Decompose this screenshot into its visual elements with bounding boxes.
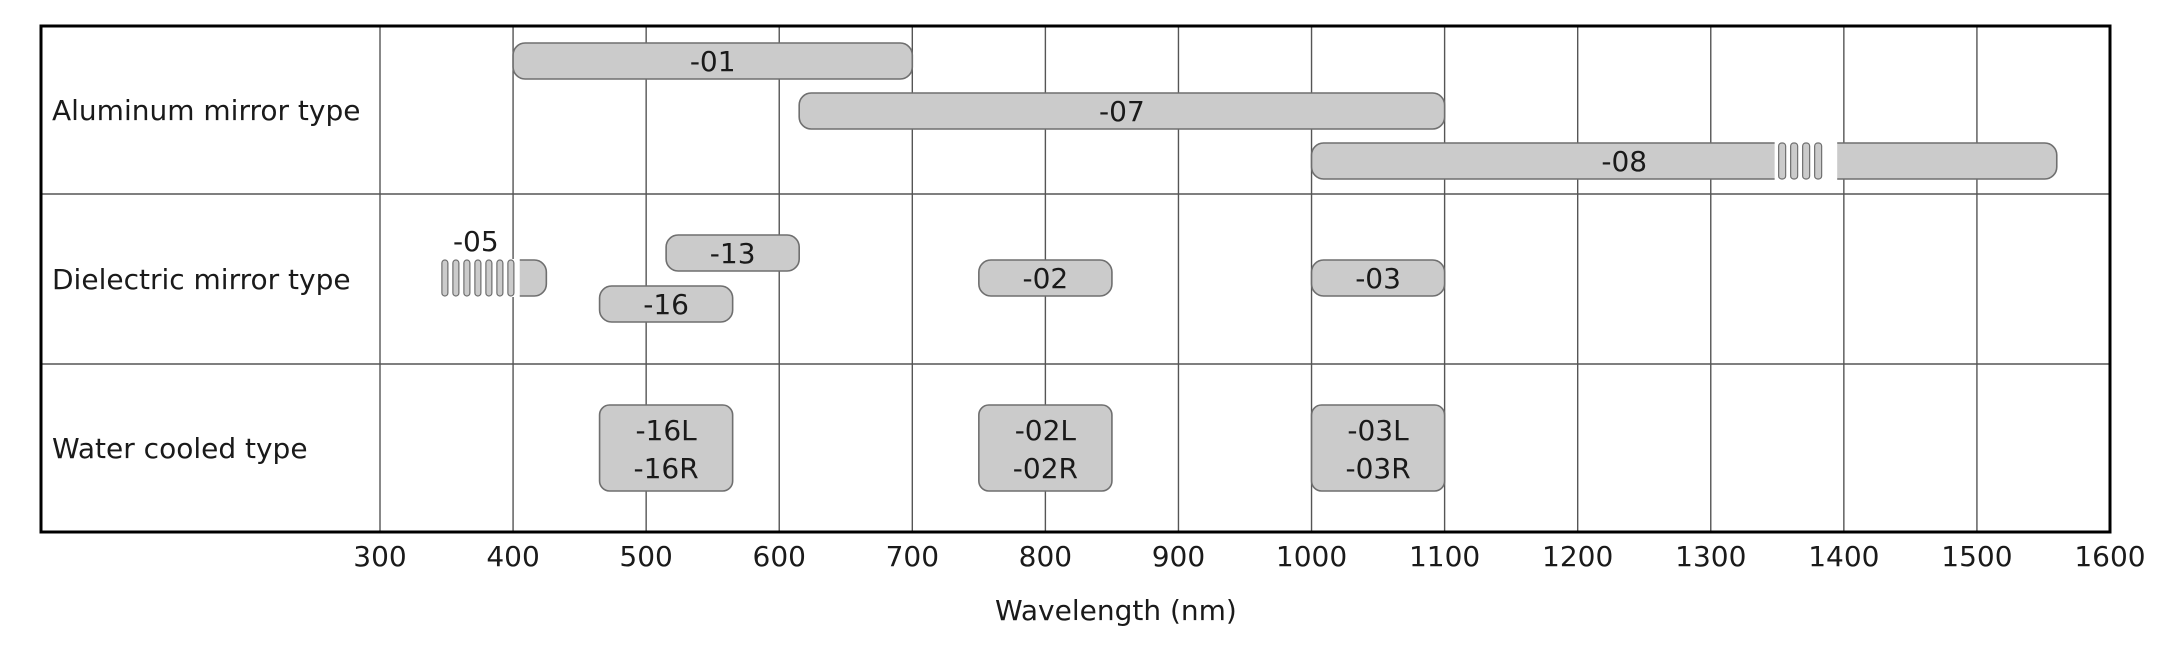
bar-rect	[1310, 404, 1446, 492]
bar-rect	[1310, 259, 1446, 297]
bar-rect	[665, 234, 800, 272]
bar-break-segment	[1802, 142, 1811, 180]
x-tick-label: 1500	[1941, 540, 2012, 573]
bar-break-segment	[1778, 142, 1787, 180]
bar-rect	[512, 42, 914, 80]
bar-01: -01	[512, 42, 914, 80]
x-tick-label: 1100	[1409, 540, 1480, 573]
x-tick-label: 800	[1019, 540, 1072, 573]
bar-rect	[978, 404, 1113, 492]
bar-label: -16	[643, 288, 689, 321]
bar-fade-segment	[507, 259, 515, 297]
bar-rect	[978, 259, 1113, 297]
bars: -01 -07 -08 -05 -13 -16 -02 -03 -16L -16R -02L -02R…	[437, 42, 2058, 492]
bar-fade-segment	[496, 259, 504, 297]
bar-fade-segment	[485, 259, 493, 297]
bar-label: -08	[1601, 145, 1647, 178]
row-label: Dielectric mirror type	[52, 263, 351, 296]
x-tick-label: 1300	[1675, 540, 1746, 573]
bar-rect	[598, 285, 734, 323]
row-label: Water cooled type	[52, 432, 308, 465]
bar-rect	[1310, 142, 2058, 180]
x-tick-label: 300	[353, 540, 406, 573]
bar-break-segment	[1790, 142, 1799, 180]
bar-break-segment	[1814, 142, 1823, 180]
bar-02: -02	[978, 259, 1113, 297]
row-label: Aluminum mirror type	[52, 94, 360, 127]
bar-fade-segment	[441, 259, 449, 297]
x-axis-title: Wavelength (nm)	[995, 594, 1237, 627]
bar-label: -07	[1099, 95, 1145, 128]
x-tick-label: 500	[619, 540, 672, 573]
bar-16: -16	[598, 285, 734, 323]
bar-label: -01	[690, 45, 736, 78]
bar-label: -03	[1355, 262, 1401, 295]
bar-fade-segment	[452, 259, 460, 297]
bar-rect	[598, 404, 734, 492]
bar-label: -03L -03R	[1345, 414, 1410, 485]
bar-05: -05	[437, 225, 548, 297]
bar-fade-segment	[474, 259, 482, 297]
x-tick-label: 1200	[1542, 540, 1613, 573]
x-tick-label: 900	[1152, 540, 1205, 573]
bar-13: -13	[665, 234, 800, 272]
bar-label: -05	[453, 225, 499, 258]
x-tick-label: 1400	[1808, 540, 1879, 573]
bar-label: -02L -02R	[1013, 414, 1078, 485]
plot-frame	[39, 24, 2112, 534]
x-tick-label: 1000	[1276, 540, 1347, 573]
x-tick-label: 1600	[2074, 540, 2145, 573]
bar-label: -02	[1023, 262, 1069, 295]
x-tick-label: 600	[753, 540, 806, 573]
x-tick-label: 400	[486, 540, 539, 573]
row-labels: Aluminum mirror type Dielectric mirror ty…	[52, 94, 360, 465]
bar-label: -13	[710, 237, 756, 270]
bar-08: -08	[1310, 142, 2058, 180]
bar-rect	[798, 92, 1446, 130]
bar-07: -07	[798, 92, 1446, 130]
bar-02L: -02L -02R	[978, 404, 1113, 492]
bar-03L: -03L -03R	[1310, 404, 1446, 492]
x-axis-ticks: 300 400 500 600 700 800 900 1000 1100 1200 1300 140…	[353, 540, 2145, 573]
bar-fade-segment	[463, 259, 471, 297]
bar-label: -16L -16R	[634, 414, 699, 485]
x-tick-label: 700	[886, 540, 939, 573]
bar-03: -03	[1310, 259, 1446, 297]
bar-16L: -16L -16R	[598, 404, 734, 492]
